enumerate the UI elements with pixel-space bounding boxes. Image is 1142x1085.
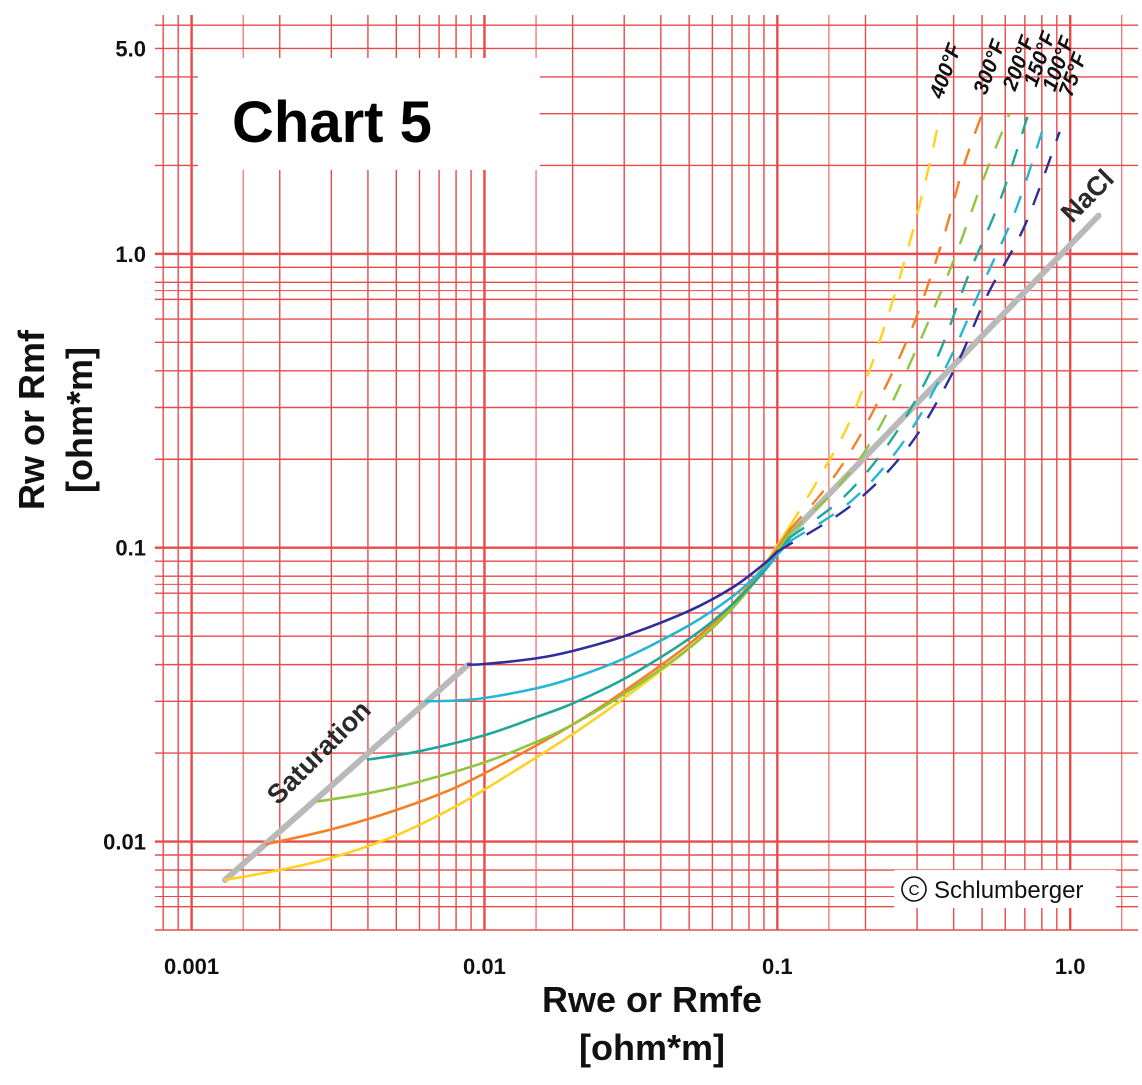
x-tick-label: 1.0 — [1055, 954, 1086, 979]
x-tick-label: 0.001 — [164, 954, 219, 979]
tick-labels: 0.001 0.01 0.1 1.0 0.01 0.1 1.0 5.0 — [103, 36, 1085, 979]
y-tick-label: 0.1 — [115, 536, 146, 561]
chart-title: Chart 5 — [232, 90, 432, 155]
x-axis-title-line2: [ohm*m] — [579, 1027, 725, 1068]
credit-box — [894, 870, 1116, 908]
series-200f-solid-line — [316, 531, 791, 803]
nacl-reference-line — [774, 212, 1102, 551]
series-75f-dashed-line — [776, 131, 1061, 553]
series-lines — [223, 113, 1061, 882]
series-150f-dashed-line — [788, 113, 1030, 539]
series-400f-dashed-line — [788, 113, 942, 528]
x-axis-title-line1: Rwe or Rmfe — [542, 979, 762, 1020]
series-100f-dashed-line — [788, 122, 1047, 543]
x-tick-label: 0.1 — [762, 954, 793, 979]
series-150f-solid-line — [366, 536, 791, 761]
chart-title-box — [198, 58, 540, 170]
series-75f-solid-line — [466, 550, 779, 666]
copyright-icon — [901, 876, 927, 902]
y-axis-title-line1: Rw or Rmf — [11, 329, 52, 510]
x-tick-label: 0.01 — [463, 954, 506, 979]
series-100f-solid-line — [424, 540, 791, 703]
credit-label: Schlumberger — [934, 877, 1083, 904]
y-tick-label: 5.0 — [115, 36, 146, 61]
y-tick-label: 0.01 — [103, 830, 146, 855]
y-tick-label: 1.0 — [115, 242, 146, 267]
copyright-symbol: C — [909, 882, 920, 899]
y-axis-title-line2: [ohm*m] — [59, 347, 100, 493]
